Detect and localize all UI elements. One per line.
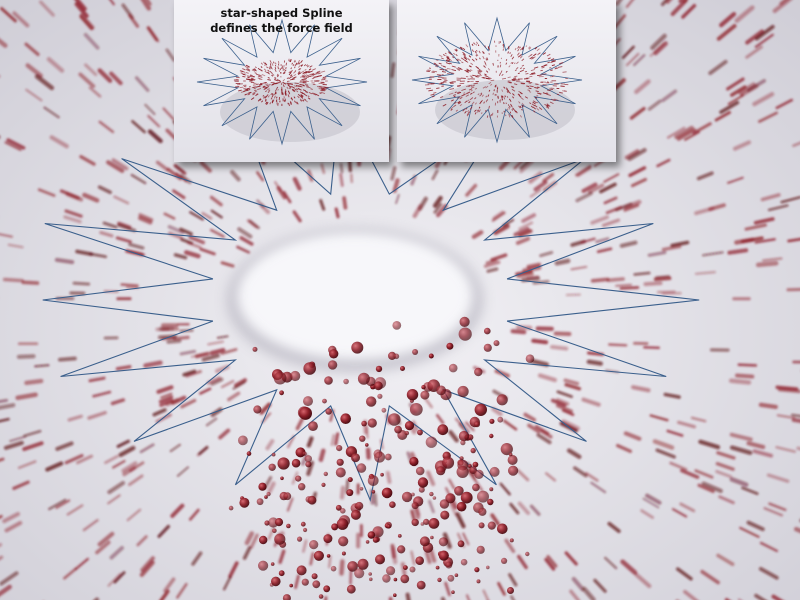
inset-right-render — [411, 16, 583, 144]
star-spline — [42, 98, 700, 502]
particle-spheres — [228, 316, 535, 600]
inset-preview-left: star-shaped Spline defines the force fie… — [174, 0, 389, 162]
floor-hole — [237, 232, 473, 360]
inset-caption-line2: defines the force field — [210, 21, 353, 35]
inset-preview-right — [397, 0, 616, 162]
inset-left-render — [196, 18, 368, 146]
inset-caption-line1: star-shaped Spline — [220, 6, 343, 20]
